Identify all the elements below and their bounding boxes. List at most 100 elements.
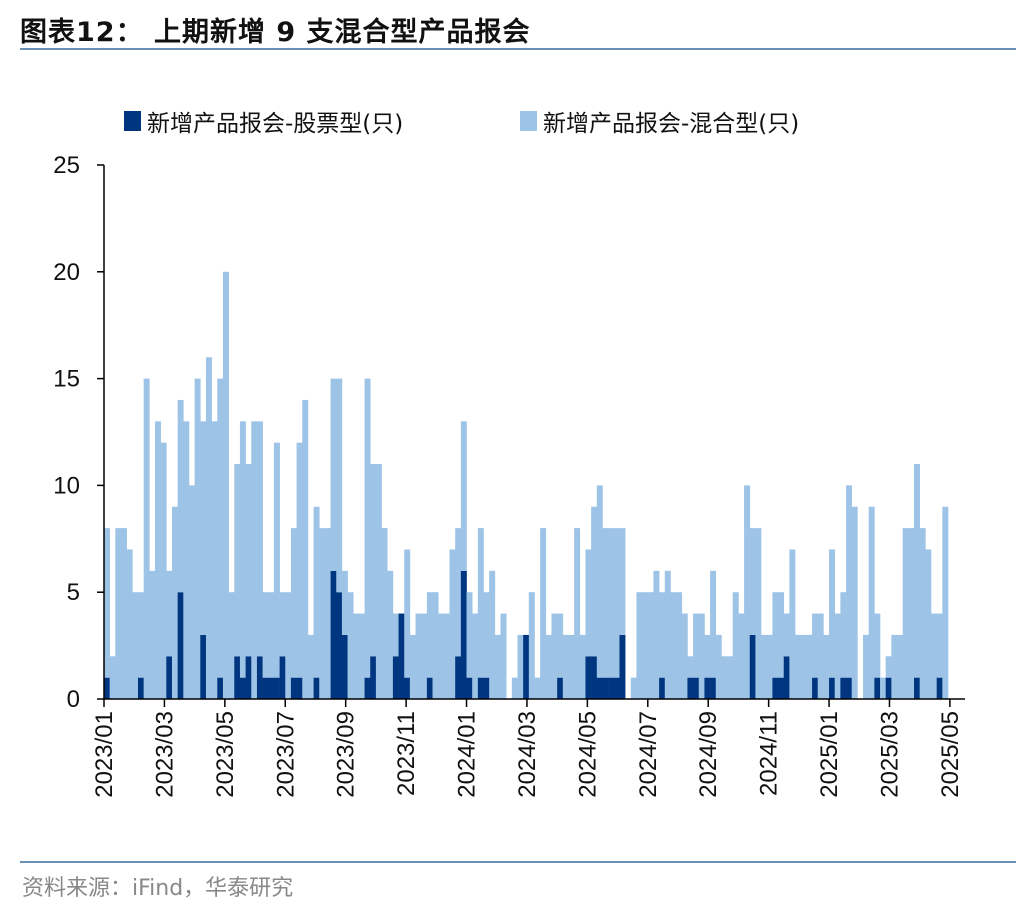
bar-stock-91 bbox=[619, 634, 626, 699]
bar-mixed-82 bbox=[568, 634, 575, 699]
legend-label-stock: 新增产品报会-股票型(只) bbox=[147, 111, 404, 137]
bar-mixed-81 bbox=[562, 634, 569, 699]
bar-stock-6 bbox=[137, 677, 144, 699]
bar-mixed-64 bbox=[466, 592, 473, 678]
bar-mixed-16 bbox=[194, 378, 201, 699]
bar-mixed-106 bbox=[704, 634, 711, 678]
bar-mixed-85 bbox=[585, 549, 592, 657]
bar-mixed-8 bbox=[149, 570, 156, 699]
x-tick-label-2: 2023/05 bbox=[212, 711, 239, 798]
bar-stock-131 bbox=[846, 677, 853, 699]
bar-stock-90 bbox=[613, 677, 620, 699]
bar-mixed-121 bbox=[789, 549, 796, 699]
bar-mixed-70 bbox=[500, 613, 507, 699]
bar-stock-114 bbox=[749, 634, 756, 699]
bar-stock-87 bbox=[596, 677, 603, 699]
bar-mixed-34 bbox=[296, 442, 303, 678]
bar-stock-23 bbox=[234, 656, 241, 699]
bar-mixed-76 bbox=[534, 677, 541, 699]
bar-mixed-66 bbox=[477, 528, 484, 678]
bar-mixed-23 bbox=[234, 464, 241, 657]
bar-stock-120 bbox=[783, 656, 790, 699]
bar-mixed-1 bbox=[109, 656, 116, 699]
bar-mixed-77 bbox=[540, 528, 547, 699]
legend-item-stock: 新增产品报会-股票型(只) bbox=[124, 104, 403, 138]
bar-stock-46 bbox=[364, 677, 371, 699]
x-tick-label-14: 2025/05 bbox=[937, 711, 964, 798]
bar-mixed-18 bbox=[205, 357, 212, 699]
bar-stock-98 bbox=[659, 677, 666, 699]
bar-mixed-9 bbox=[154, 421, 161, 699]
bar-mixed-28 bbox=[262, 592, 269, 678]
bar-mixed-72 bbox=[511, 677, 518, 699]
y-tick-label-3: 15 bbox=[53, 366, 80, 393]
x-tick-label-12: 2025/01 bbox=[816, 711, 843, 798]
x-tick-label-1: 2023/03 bbox=[151, 711, 178, 798]
bar-stock-136 bbox=[874, 677, 881, 699]
bar-stock-80 bbox=[557, 677, 564, 699]
bar-mixed-14 bbox=[183, 421, 190, 699]
bar-mixed-116 bbox=[761, 634, 768, 699]
bar-mixed-128 bbox=[829, 549, 836, 678]
x-tick-label-5: 2023/11 bbox=[393, 711, 420, 796]
bar-stock-67 bbox=[483, 677, 490, 699]
bar-mixed-31 bbox=[279, 592, 286, 657]
bar-mixed-90 bbox=[613, 528, 620, 678]
bar-stock-52 bbox=[398, 613, 405, 699]
bar-mixed-87 bbox=[596, 485, 603, 678]
bar-mixed-59 bbox=[438, 613, 445, 699]
bar-stock-33 bbox=[290, 677, 297, 699]
bar-stock-74 bbox=[523, 634, 530, 699]
bar-mixed-63 bbox=[460, 421, 467, 571]
bar-mixed-108 bbox=[715, 634, 722, 699]
bar-mixed-50 bbox=[387, 570, 394, 699]
bar-stock-64 bbox=[466, 677, 473, 699]
bar-mixed-139 bbox=[891, 634, 898, 699]
bar-mixed-83 bbox=[574, 528, 581, 699]
x-tick-label-7: 2024/03 bbox=[514, 711, 541, 798]
bar-mixed-115 bbox=[755, 528, 762, 699]
bar-stock-31 bbox=[279, 656, 286, 699]
bar-mixed-79 bbox=[551, 613, 558, 699]
bar-mixed-45 bbox=[358, 613, 365, 699]
bar-mixed-148 bbox=[942, 506, 949, 699]
bar-mixed-24 bbox=[239, 421, 246, 678]
bar-mixed-54 bbox=[409, 634, 416, 699]
bar-mixed-93 bbox=[630, 677, 637, 699]
bar-mixed-118 bbox=[772, 592, 779, 678]
bar-stock-57 bbox=[426, 677, 433, 699]
bars-group bbox=[104, 271, 949, 699]
bar-mixed-114 bbox=[749, 528, 756, 635]
x-tick-label-13: 2025/03 bbox=[876, 711, 903, 798]
bar-mixed-102 bbox=[681, 613, 688, 699]
bar-stock-47 bbox=[370, 656, 377, 699]
bar-mixed-143 bbox=[914, 464, 920, 678]
bar-stock-143 bbox=[914, 677, 920, 699]
bar-mixed-88 bbox=[602, 528, 609, 678]
bar-stock-62 bbox=[455, 656, 462, 699]
bar-mixed-127 bbox=[823, 634, 830, 699]
bar-mixed-4 bbox=[126, 549, 133, 699]
bar-mixed-78 bbox=[545, 634, 552, 699]
bar-mixed-27 bbox=[256, 421, 263, 657]
legend-label-mixed: 新增产品报会-混合型(只) bbox=[543, 111, 800, 137]
bar-mixed-68 bbox=[489, 570, 496, 699]
bar-mixed-5 bbox=[132, 592, 139, 699]
bar-mixed-2 bbox=[115, 528, 122, 699]
y-tick-label-1: 5 bbox=[67, 579, 80, 606]
bar-stock-13 bbox=[177, 592, 184, 699]
bar-mixed-56 bbox=[421, 613, 428, 699]
bar-mixed-62 bbox=[455, 528, 462, 657]
bar-mixed-107 bbox=[710, 570, 717, 678]
bar-mixed-57 bbox=[426, 592, 433, 678]
bar-mixed-67 bbox=[483, 592, 490, 678]
bar-mixed-17 bbox=[200, 421, 207, 635]
bar-mixed-35 bbox=[302, 399, 309, 699]
bar-stock-27 bbox=[256, 656, 263, 699]
bar-mixed-147 bbox=[936, 613, 943, 678]
source-note: 资料来源：iFind，华泰研究 bbox=[22, 876, 294, 901]
bar-mixed-131 bbox=[846, 485, 853, 678]
bar-mixed-65 bbox=[472, 613, 479, 699]
legend-swatch-mixed bbox=[520, 111, 537, 131]
bar-mixed-39 bbox=[324, 528, 331, 699]
